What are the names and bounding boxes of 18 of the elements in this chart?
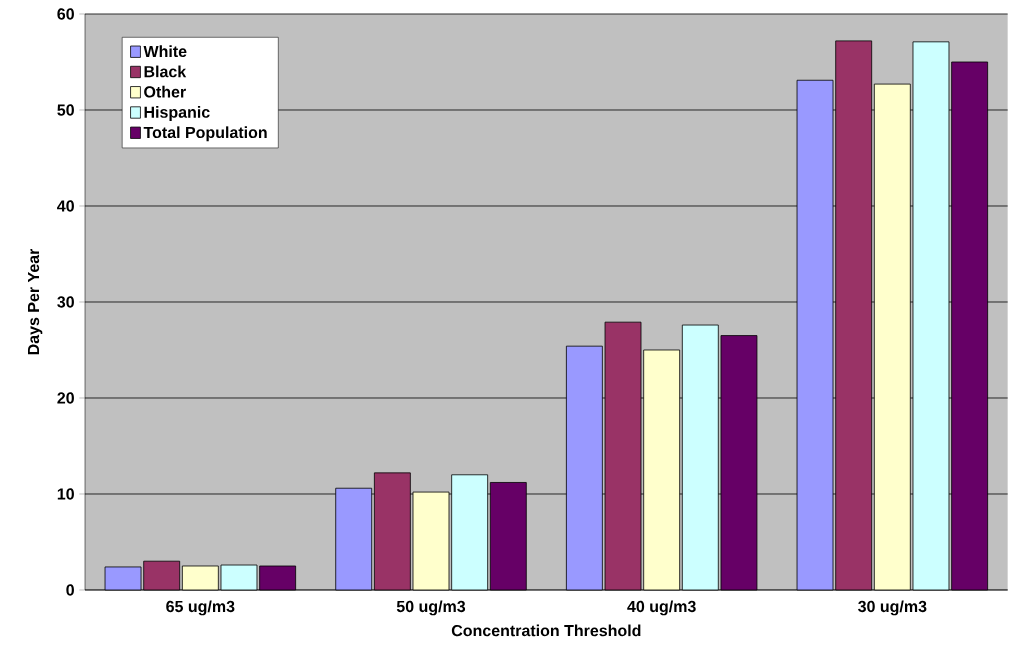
x-axis-title: Concentration Threshold — [451, 624, 641, 637]
x-tick-label: 40 ug/m3 — [627, 600, 696, 616]
y-axis-title: Days Per Year — [28, 248, 43, 355]
legend-label: Other — [144, 85, 186, 98]
legend-label: Total Population — [143, 126, 267, 142]
y-tick-label: 60 — [57, 8, 74, 20]
legend-label: White — [143, 45, 187, 58]
y-tick-label: 10 — [57, 488, 74, 500]
legend-label: Black — [144, 65, 187, 78]
x-tick-label: 65 ug/m3 — [166, 600, 235, 616]
y-tick-label: 0 — [66, 584, 74, 596]
legend-label: Hispanic — [144, 106, 210, 121]
y-tick-label: 20 — [57, 392, 74, 404]
y-tick-label: 30 — [57, 296, 74, 308]
x-tick-label: 50 ug/m3 — [396, 600, 466, 616]
y-tick-label: 40 — [57, 200, 74, 212]
x-tick-label: 30 ug/m3 — [858, 600, 927, 616]
y-tick-label: 50 — [57, 104, 74, 116]
